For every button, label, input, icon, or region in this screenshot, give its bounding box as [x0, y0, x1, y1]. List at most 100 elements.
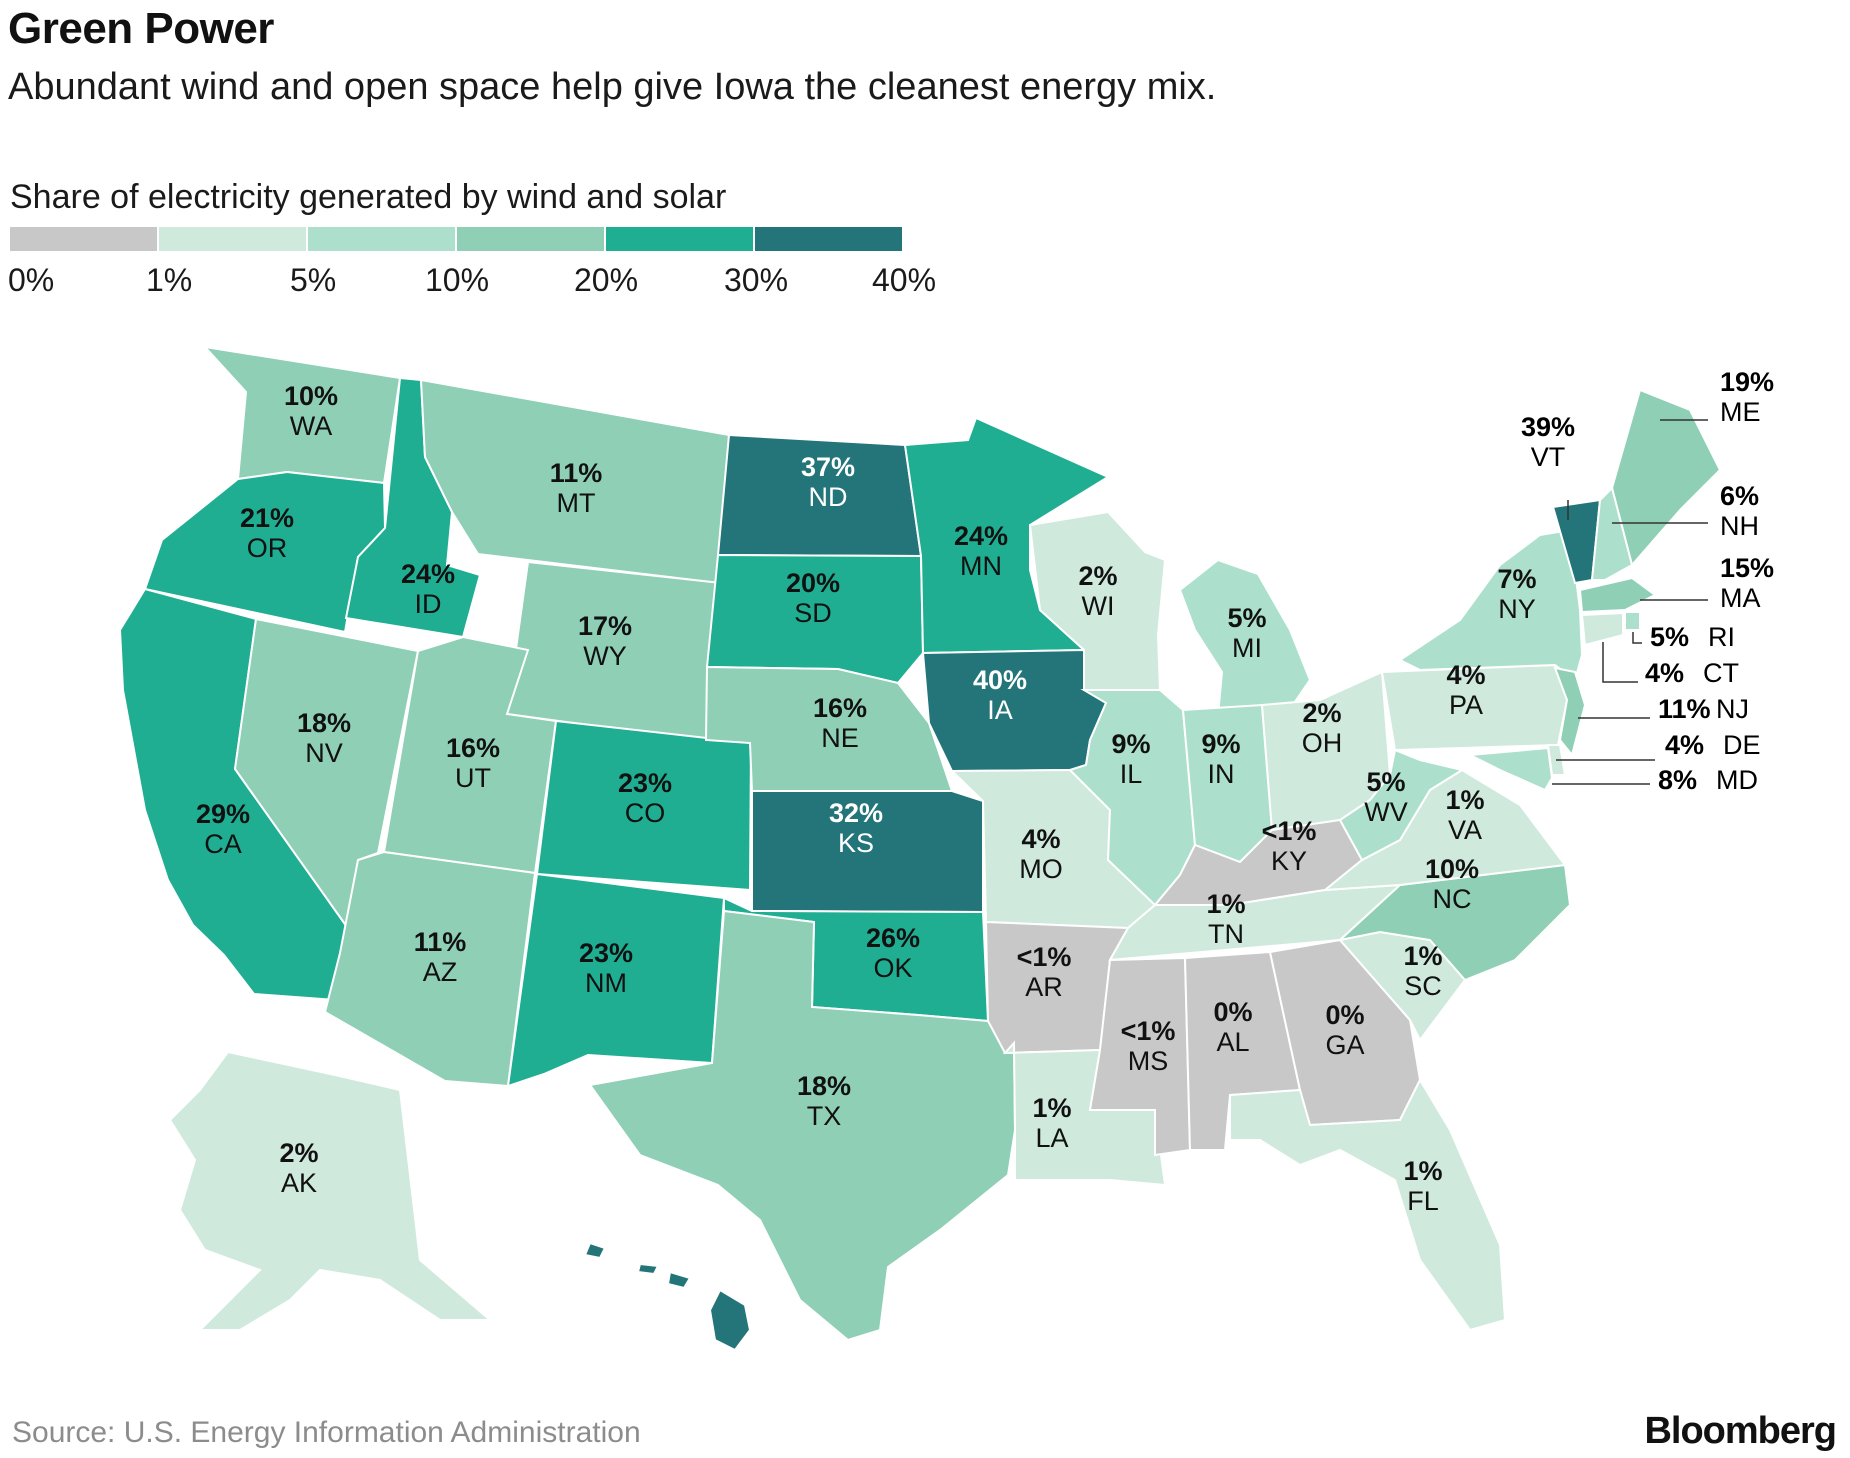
- state-value-vt: 39%: [1521, 412, 1575, 442]
- state-value-nj: 11%: [1658, 694, 1711, 724]
- legend-color-scale: [10, 227, 904, 251]
- state-value-nm: 23%: [579, 938, 633, 968]
- state-abbr-ga: GA: [1325, 1030, 1364, 1060]
- state-abbr-wi: WI: [1082, 591, 1115, 621]
- state-value-pa: 4%: [1446, 660, 1485, 690]
- state-value-mo: 4%: [1021, 824, 1060, 854]
- state-value-sc: 1%: [1403, 941, 1442, 971]
- state-abbr-vt: VT: [1531, 442, 1566, 472]
- chart-title: Green Power: [8, 4, 274, 53]
- state-abbr-nj: NJ: [1716, 694, 1749, 724]
- state-abbr-id: ID: [415, 589, 442, 619]
- state-value-mt: 11%: [550, 458, 603, 488]
- state-value-id: 24%: [401, 559, 455, 589]
- legend-tick: 20%: [574, 262, 639, 298]
- bloomberg-logo: Bloomberg: [1644, 1410, 1837, 1452]
- state-hi: [583, 1241, 752, 1352]
- state-ny: [1398, 528, 1584, 682]
- state-ri: [1624, 611, 1641, 631]
- state-abbr-mi: MI: [1232, 633, 1262, 663]
- state-value-de: 4%: [1665, 730, 1704, 760]
- state-abbr-ia: IA: [987, 695, 1013, 725]
- state-co: [535, 719, 753, 892]
- state-me: [1610, 388, 1722, 568]
- state-abbr-ny: NY: [1498, 594, 1536, 624]
- state-value-ks: 32%: [829, 798, 883, 828]
- state-value-la: 1%: [1032, 1093, 1071, 1123]
- state-value-fl: 1%: [1403, 1156, 1442, 1186]
- state-value-wy: 17%: [578, 611, 632, 641]
- state-abbr-ak: AK: [281, 1168, 317, 1198]
- state-abbr-mo: MO: [1019, 854, 1063, 884]
- state-abbr-mt: MT: [557, 488, 596, 518]
- state-value-hi: 32%: [625, 1283, 679, 1313]
- state-ak: [168, 1050, 493, 1331]
- legend-title: Share of electricity generated by wind a…: [10, 178, 727, 216]
- state-value-wv: 5%: [1366, 767, 1405, 797]
- legend-swatch-1: [159, 227, 306, 251]
- state-value-ak: 2%: [279, 1138, 318, 1168]
- state-fl: [1229, 1077, 1507, 1332]
- state-value-ct: 4%: [1645, 658, 1684, 688]
- state-abbr-nm: NM: [585, 968, 627, 998]
- state-abbr-sc: SC: [1404, 971, 1442, 1001]
- legend-swatch-0: [10, 227, 157, 251]
- state-value-oh: 2%: [1302, 698, 1341, 728]
- state-abbr-co: CO: [625, 798, 666, 828]
- state-mn: [903, 416, 1111, 655]
- legend-swatch-2: [308, 227, 455, 251]
- state-abbr-ks: KS: [838, 828, 874, 858]
- state-value-ne: 16%: [813, 693, 867, 723]
- state-value-ia: 40%: [973, 665, 1027, 695]
- state-abbr-nv: NV: [305, 738, 343, 768]
- state-value-ky: <1%: [1262, 816, 1317, 846]
- state-abbr-ca: CA: [204, 829, 242, 859]
- state-value-sd: 20%: [786, 568, 840, 598]
- state-value-va: 1%: [1445, 785, 1484, 815]
- state-wi: [1028, 510, 1167, 691]
- state-abbr-me: ME: [1720, 397, 1761, 427]
- state-value-al: 0%: [1213, 997, 1252, 1027]
- state-value-nc: 10%: [1425, 854, 1479, 884]
- state-abbr-il: IL: [1120, 759, 1143, 789]
- state-value-me: 19%: [1720, 367, 1774, 397]
- state-value-mi: 5%: [1227, 603, 1266, 633]
- state-abbr-ma: MA: [1720, 583, 1761, 613]
- state-nh: [1590, 486, 1634, 581]
- state-value-il: 9%: [1111, 729, 1150, 759]
- state-abbr-sd: SD: [794, 598, 832, 628]
- state-abbr-al: AL: [1216, 1027, 1249, 1057]
- state-abbr-hi: HI: [639, 1313, 666, 1343]
- state-value-or: 21%: [240, 503, 294, 533]
- state-value-wi: 2%: [1078, 561, 1117, 591]
- state-value-az: 11%: [414, 927, 467, 957]
- state-value-co: 23%: [618, 768, 672, 798]
- state-abbr-wv: WV: [1364, 797, 1408, 827]
- state-wv: [1338, 748, 1465, 862]
- state-abbr-ct: CT: [1703, 658, 1739, 688]
- state-abbr-ms: MS: [1128, 1046, 1169, 1076]
- state-abbr-nc: NC: [1433, 884, 1472, 914]
- state-value-ut: 16%: [446, 733, 500, 763]
- legend-tick: 40%: [872, 262, 937, 298]
- state-abbr-ky: KY: [1271, 846, 1307, 876]
- legend-swatch-3: [457, 227, 604, 251]
- state-md: [1466, 746, 1554, 792]
- legend-tick: 30%: [724, 262, 789, 298]
- state-value-ar: <1%: [1017, 942, 1072, 972]
- state-value-ga: 0%: [1325, 1000, 1364, 1030]
- state-value-ma: 15%: [1720, 553, 1774, 583]
- state-abbr-fl: FL: [1407, 1186, 1439, 1216]
- state-az: [323, 850, 537, 1088]
- leader-line-ri: [1632, 632, 1642, 644]
- state-ks: [751, 790, 984, 914]
- state-abbr-nd: ND: [809, 482, 848, 512]
- state-value-nh: 6%: [1720, 481, 1759, 511]
- legend-swatch-5: [755, 227, 902, 251]
- legend-ticks: 0% 1% 5% 10% 20% 30% 40%: [0, 262, 1000, 302]
- source-note: Source: U.S. Energy Information Administ…: [12, 1416, 641, 1449]
- state-abbr-va: VA: [1448, 815, 1482, 845]
- state-nc: [1336, 863, 1572, 982]
- state-mi: [1178, 558, 1312, 717]
